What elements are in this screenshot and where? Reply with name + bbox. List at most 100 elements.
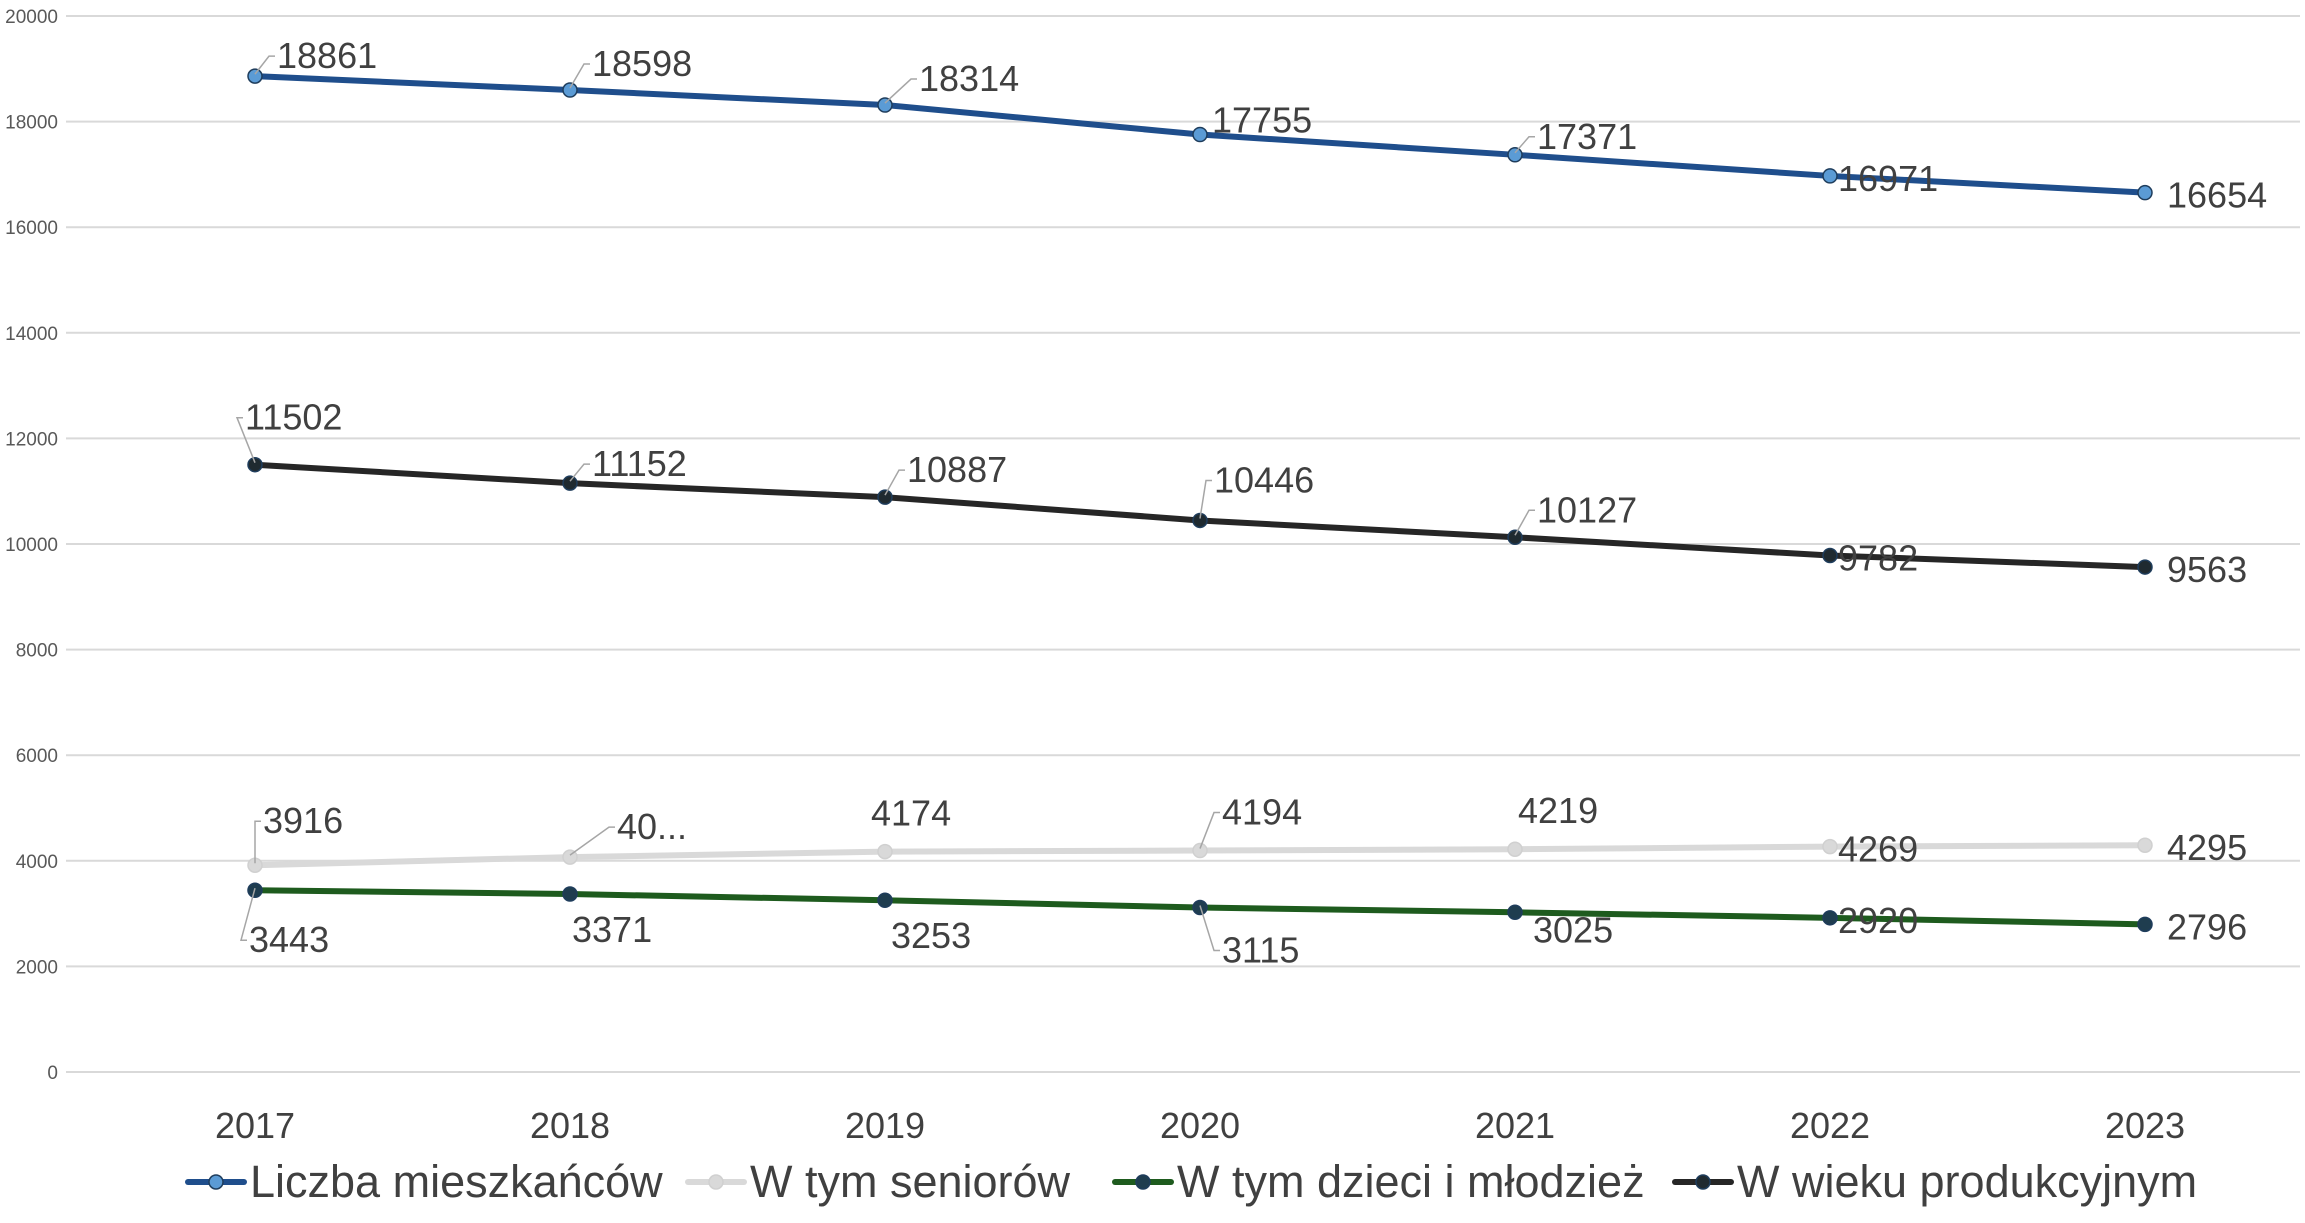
data-label-liczba: 17755	[1212, 100, 1312, 141]
data-point-produkcyjny	[877, 489, 893, 505]
data-point-produkcyjny	[1822, 547, 1838, 564]
data-label-liczba: 18861	[277, 35, 377, 76]
leader-line	[235, 416, 256, 463]
data-point-dzieci	[1822, 910, 1838, 926]
data-label-seniorzy: 4194	[1222, 792, 1302, 833]
data-label-seniorzy: 3916	[263, 800, 343, 841]
legend-label: W tym dzieci i młodzież	[1177, 1156, 1645, 1207]
legend-swatch-marker	[208, 1174, 224, 1190]
legend-swatch-marker	[1135, 1174, 1151, 1190]
data-label-seniorzy: 4174	[871, 793, 951, 834]
y-tick-label: 8000	[16, 641, 58, 662]
data-label-dzieci: 2796	[2167, 906, 2247, 947]
data-label-dzieci: 3371	[572, 909, 652, 950]
data-label-seniorzy: 4295	[2167, 827, 2247, 868]
data-point-liczba	[562, 82, 578, 98]
y-tick-label: 2000	[16, 957, 58, 978]
data-label-produkcyjny: 10887	[907, 449, 1007, 490]
data-point-dzieci	[2137, 916, 2153, 933]
leader-line	[569, 63, 590, 89]
leader-line	[1199, 811, 1220, 849]
x-tick-label: 2019	[845, 1105, 925, 1146]
data-point-seniorzy	[1822, 838, 1838, 855]
leader-line	[569, 463, 590, 482]
data-point-dzieci	[562, 886, 578, 902]
data-label-produkcyjny: 9782	[1838, 538, 1918, 579]
data-label-produkcyjny: 10446	[1214, 459, 1314, 500]
y-tick-label: 12000	[5, 429, 58, 450]
data-point-liczba	[247, 68, 263, 84]
data-label-liczba: 17371	[1537, 116, 1637, 157]
data-label-produkcyjny: 10127	[1537, 489, 1637, 530]
y-tick-label: 18000	[5, 113, 58, 134]
y-tick-label: 4000	[16, 852, 58, 873]
y-tick-label: 0	[47, 1063, 58, 1084]
leader-line	[254, 55, 275, 75]
x-axis-tick-labels: 2017 2018 2019 2020 2021 2022 2023	[215, 1105, 2185, 1146]
data-label-seniorzy: 4269	[1838, 829, 1918, 870]
data-point-produkcyjny	[1192, 512, 1208, 529]
legend-label: W wieku produkcyjnym	[1737, 1156, 2197, 1207]
legend-label: Liczba mieszkańców	[250, 1156, 663, 1207]
data-point-produkcyjny	[1507, 529, 1523, 546]
data-label-dzieci: 3025	[1533, 909, 1613, 950]
data-label-dzieci: 3253	[891, 915, 971, 956]
x-tick-label: 2021	[1475, 1105, 1555, 1146]
legend-item-liczba: Liczba mieszkańców	[185, 1156, 663, 1207]
data-label-produkcyjny: 9563	[2167, 549, 2247, 590]
y-tick-label: 16000	[5, 218, 58, 239]
gridlines	[66, 15, 2300, 1073]
y-tick-label: 6000	[16, 746, 58, 767]
legend-item-dzieci: W tym dzieci i młodzież	[1112, 1156, 1645, 1207]
data-label-produkcyjny: 11152	[592, 443, 687, 484]
x-tick-label: 2020	[1160, 1105, 1240, 1146]
legend-label: W tym seniorów	[750, 1156, 1071, 1207]
data-label-produkcyjny: 11502	[245, 397, 342, 438]
data-point-liczba	[1192, 126, 1208, 143]
data-point-seniorzy	[877, 843, 893, 860]
leader-line	[1199, 905, 1220, 952]
leader-line	[240, 888, 256, 941]
leader-line	[569, 826, 615, 856]
data-point-produkcyjny	[2137, 559, 2153, 575]
data-point-liczba	[877, 97, 893, 113]
data-label-dzieci: 3443	[249, 919, 329, 960]
leader-line	[884, 78, 917, 104]
data-point-liczba	[1507, 147, 1523, 163]
y-tick-label: 14000	[5, 324, 58, 345]
legend-swatch-marker	[1695, 1174, 1711, 1190]
data-point-dzieci	[1507, 904, 1523, 921]
data-label-dzieci: 2920	[1838, 900, 1918, 941]
data-point-dzieci	[877, 892, 893, 908]
data-labels: 3916 40... 4174 4194 4219 4269 4295 3443 3371 325…	[235, 35, 2267, 971]
x-tick-label: 2018	[530, 1105, 610, 1146]
y-tick-label: 20000	[5, 7, 58, 28]
y-tick-label: 10000	[5, 535, 58, 556]
data-label-liczba: 18314	[919, 58, 1019, 99]
data-label-seniorzy: 4219	[1518, 790, 1598, 831]
data-point-liczba	[2137, 184, 2153, 201]
leader-line	[1199, 479, 1212, 519]
data-point-seniorzy	[2137, 837, 2153, 853]
x-tick-label: 2022	[1790, 1105, 1870, 1146]
data-point-liczba	[1822, 168, 1838, 184]
legend-swatch-marker	[708, 1174, 724, 1190]
data-label-seniorzy: 40...	[617, 806, 687, 847]
data-point-seniorzy	[562, 849, 578, 865]
legend: Liczba mieszkańców W tym seniorów W tym dz…	[185, 1156, 2197, 1207]
leader-line	[1514, 136, 1535, 154]
data-label-dzieci: 3115	[1222, 930, 1299, 971]
data-point-seniorzy	[1507, 841, 1523, 857]
legend-item-produkcyjny: W wieku produkcyjnym	[1672, 1156, 2197, 1207]
leader-line	[1514, 509, 1535, 536]
x-tick-label: 2017	[215, 1105, 295, 1146]
x-tick-label: 2023	[2105, 1105, 2185, 1146]
leader-line	[884, 469, 905, 496]
data-label-liczba: 16654	[2167, 175, 2267, 216]
data-point-seniorzy	[1192, 842, 1208, 859]
data-label-liczba: 16971	[1838, 158, 1938, 199]
data-point-produkcyjny	[247, 456, 263, 473]
leader-line	[254, 820, 261, 864]
